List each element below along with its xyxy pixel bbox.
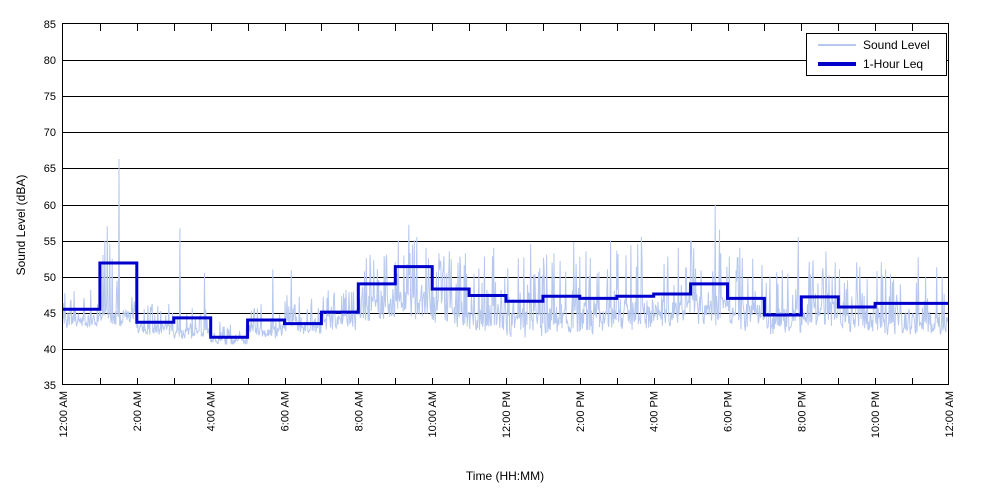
sound-level-line-swatch <box>818 43 856 46</box>
x-tick-label: 2:00 PM <box>575 391 587 432</box>
legend: Sound Level 1-Hour Leq <box>806 33 947 76</box>
y-tick-label: 60 <box>44 200 56 212</box>
y-tick-label: 40 <box>44 344 56 356</box>
y-tick-label: 35 <box>44 380 56 392</box>
x-tick-label: 4:00 PM <box>649 391 661 432</box>
y-tick-label: 45 <box>44 308 56 320</box>
legend-label-sound-level: Sound Level <box>863 37 930 52</box>
x-tick-label: 10:00 PM <box>870 391 882 438</box>
legend-entry-leq: 1-Hour Leq <box>807 55 946 73</box>
x-tick-label: 8:00 PM <box>796 391 808 432</box>
plot-border <box>62 23 949 385</box>
x-tick-label: 12:00 AM <box>944 391 956 437</box>
y-tick-label: 65 <box>44 163 56 175</box>
x-tick-label: 2:00 AM <box>132 391 144 431</box>
y-axis-title: Sound Level (dBA) <box>14 174 28 276</box>
leq-line-swatch <box>818 62 856 67</box>
y-tick-label: 85 <box>44 19 56 31</box>
y-tick-label: 70 <box>44 127 56 139</box>
x-tick-label: 8:00 AM <box>353 391 365 431</box>
x-tick-label: 12:00 AM <box>58 391 70 437</box>
x-tick-label: 4:00 AM <box>206 391 218 431</box>
y-tick-label: 55 <box>44 236 56 248</box>
x-tick-label: 6:00 AM <box>280 391 292 431</box>
leq-step-series <box>63 261 949 339</box>
y-tick-label: 75 <box>44 91 56 103</box>
x-tick-label: 10:00 AM <box>427 391 439 437</box>
x-tick-label: 6:00 PM <box>723 391 735 432</box>
y-tick-label: 80 <box>44 55 56 67</box>
x-tick-label: 12:00 PM <box>501 391 513 438</box>
legend-entry-sound-level: Sound Level <box>807 36 946 54</box>
sound-level-series <box>62 158 949 346</box>
y-tick-label: 50 <box>44 272 56 284</box>
legend-label-leq: 1-Hour Leq <box>863 57 924 72</box>
x-axis-title: Time (HH:MM) <box>465 469 545 483</box>
